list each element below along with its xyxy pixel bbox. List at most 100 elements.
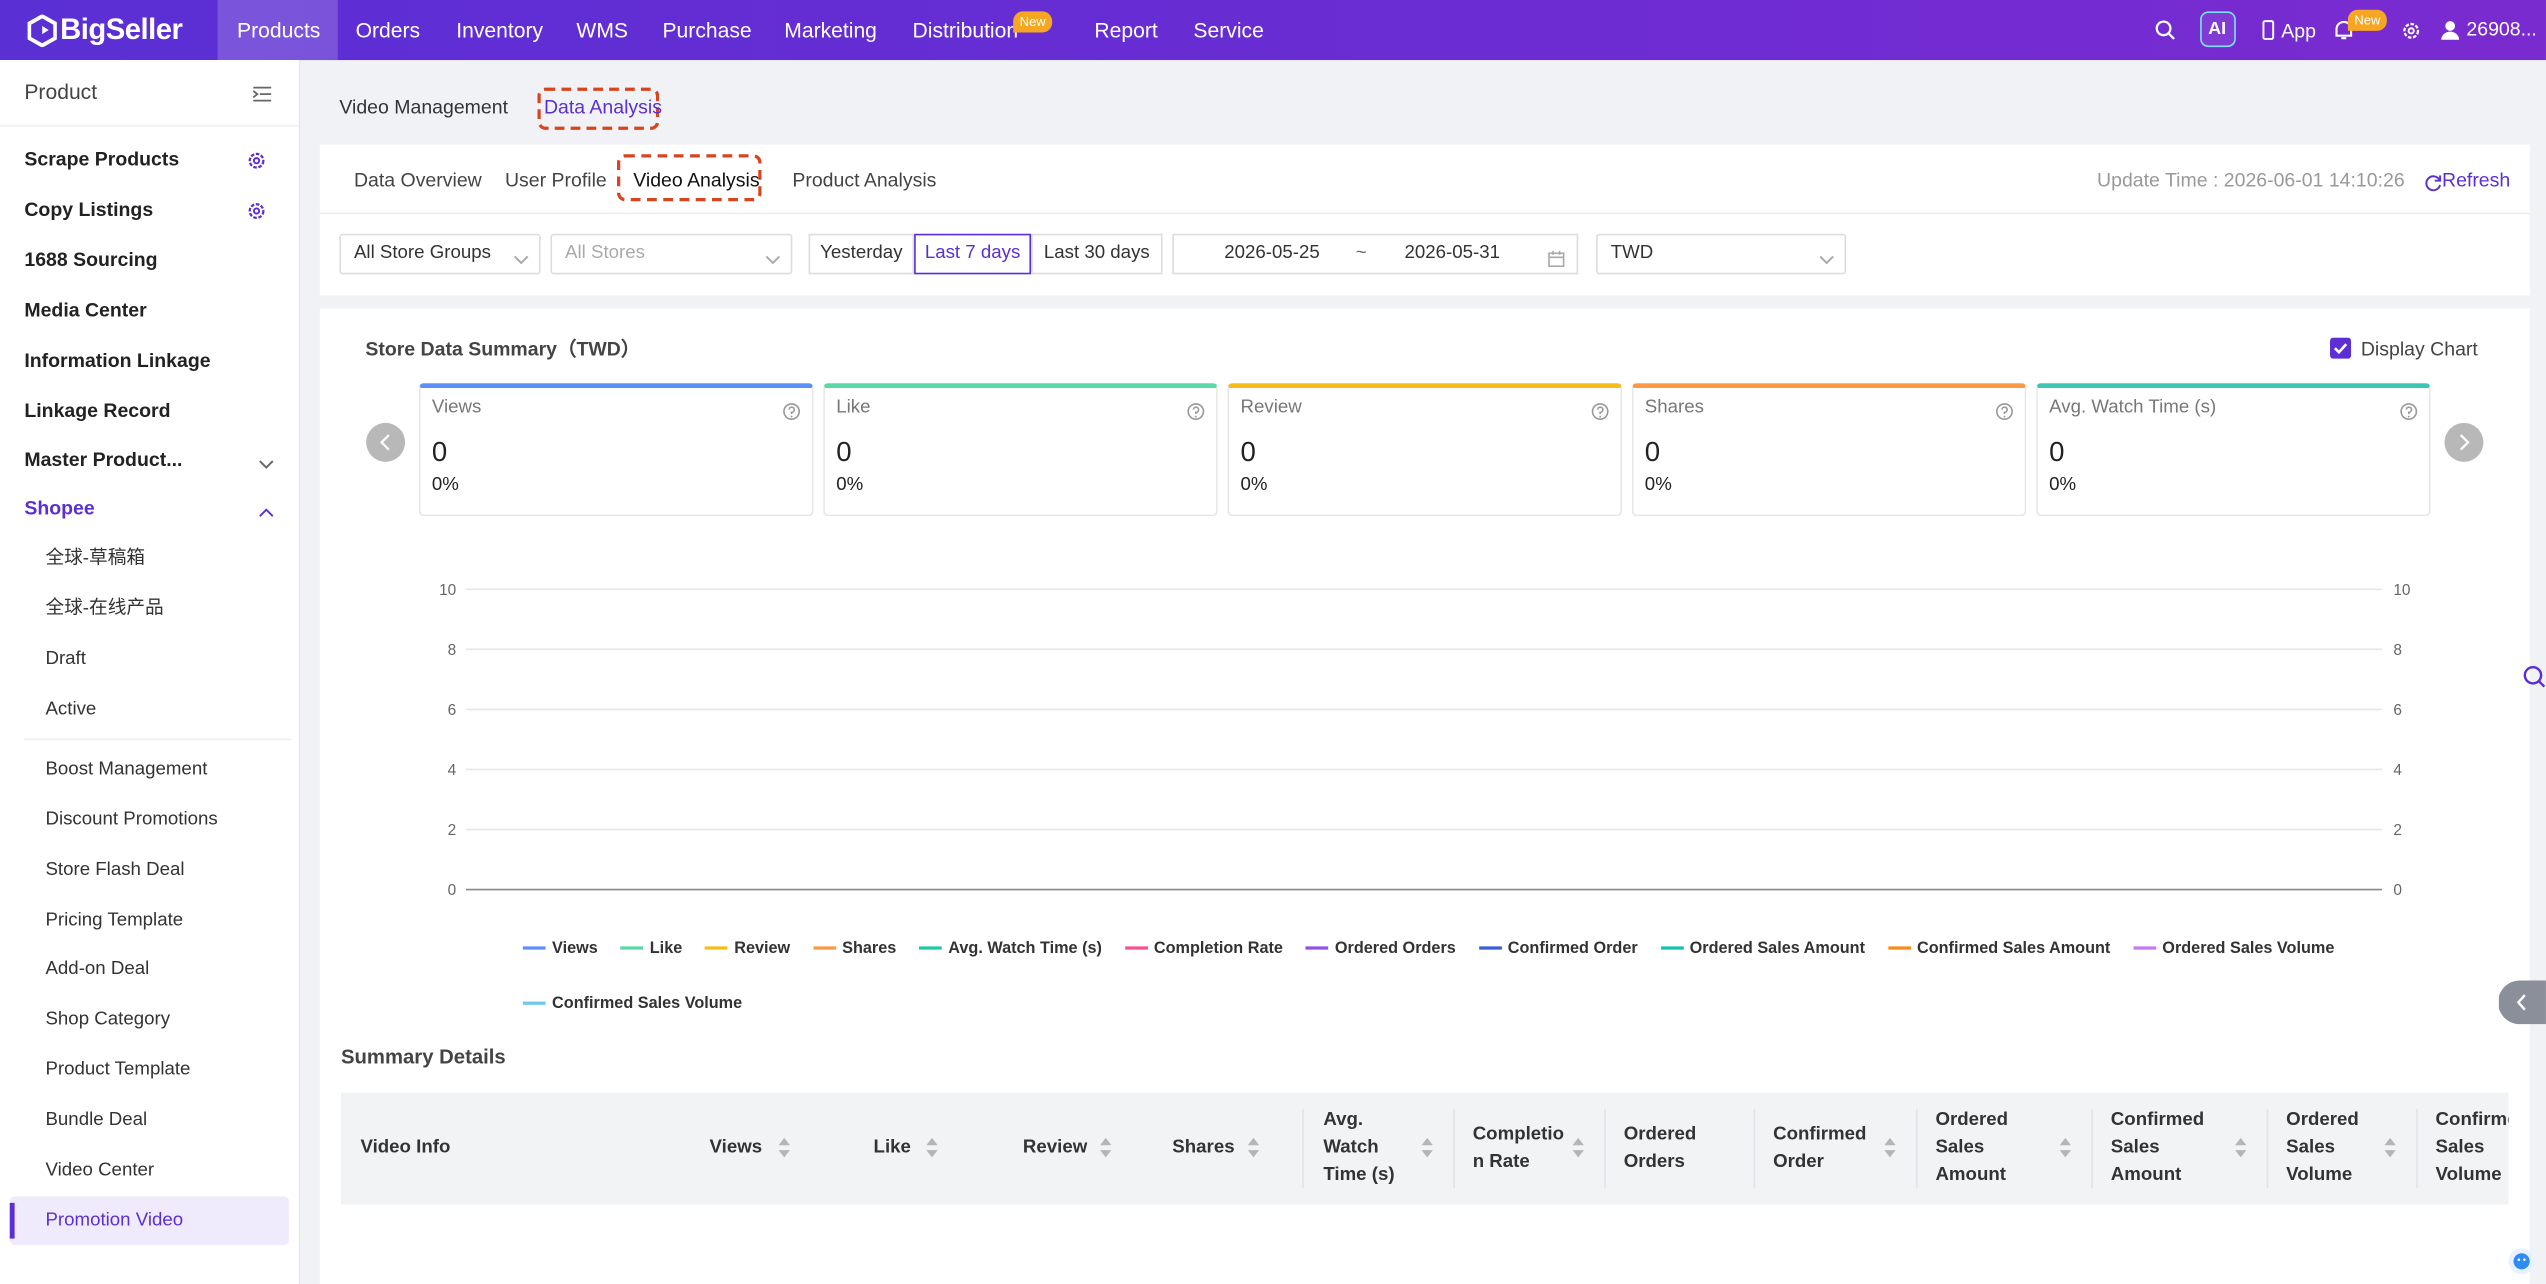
- nav-item[interactable]: Orders: [355, 17, 421, 43]
- sidebar-subitem[interactable]: Discount Promotions: [45, 809, 218, 830]
- floating-help[interactable]: [2507, 1247, 2536, 1276]
- sidebar-subitem[interactable]: Product Template: [45, 1060, 191, 1080]
- prev-arrow[interactable]: [365, 422, 406, 463]
- column-header[interactable]: Confirmed Order: [1773, 1124, 1867, 1172]
- legend-item[interactable]: Confirmed Sales Amount: [1887, 935, 2110, 961]
- page-tab[interactable]: Video Management: [339, 95, 508, 119]
- refresh-icon[interactable]: [2424, 170, 2442, 192]
- sidebar-subitem[interactable]: Boost Management: [45, 759, 208, 780]
- sidebar-subitem[interactable]: Draft: [45, 648, 86, 669]
- select[interactable]: All Stores: [550, 233, 793, 275]
- column-header[interactable]: Views: [709, 1137, 763, 1158]
- nav-item[interactable]: Report: [1094, 17, 1158, 43]
- next-arrow[interactable]: [2444, 422, 2485, 463]
- sort-icon[interactable]: [1883, 1136, 1896, 1159]
- sidebar-item[interactable]: Scrape Products: [24, 147, 180, 171]
- sidebar-subitem[interactable]: Video Center: [45, 1160, 155, 1180]
- sidebar-subitem[interactable]: Pricing Template: [45, 909, 184, 930]
- column-header[interactable]: Completion Rate: [1472, 1124, 1565, 1172]
- settings-icon[interactable]: [2401, 19, 2420, 39]
- sort-icon[interactable]: [1099, 1136, 1112, 1159]
- sort-icon-svg: [1421, 1137, 1433, 1158]
- sort-icon[interactable]: [778, 1136, 791, 1159]
- legend-item[interactable]: Completion Rate: [1124, 935, 1283, 961]
- nav-item[interactable]: Service: [1193, 17, 1264, 43]
- refresh-link[interactable]: Refresh: [2441, 168, 2511, 192]
- sort-icon[interactable]: [926, 1136, 939, 1159]
- nav-item[interactable]: Purchase: [662, 17, 752, 43]
- sidebar-subitem[interactable]: Bundle Deal: [45, 1110, 148, 1130]
- period-button[interactable]: Last 30 days: [1031, 233, 1163, 275]
- sidebar-subitem[interactable]: Active: [45, 699, 97, 719]
- analysis-tab[interactable]: User Profile: [504, 168, 607, 192]
- sidebar-subitem[interactable]: Promotion Video: [45, 1210, 184, 1230]
- sidebar-subitem[interactable]: Add-on Deal: [45, 960, 150, 980]
- legend-item[interactable]: Ordered Sales Volume: [2133, 935, 2334, 961]
- sidebar-section[interactable]: Shopee: [24, 496, 95, 520]
- app-link[interactable]: App: [2281, 19, 2316, 43]
- sidebar-subitem[interactable]: Shop Category: [45, 1010, 171, 1030]
- expand-icon[interactable]: [258, 452, 274, 470]
- item-settings[interactable]: [247, 199, 266, 219]
- period-button[interactable]: Yesterday: [808, 233, 915, 275]
- item-settings-svg: [248, 152, 265, 169]
- sidebar-subitem[interactable]: Store Flash Deal: [45, 859, 185, 880]
- column-header[interactable]: Ordered Sales Amount: [1935, 1110, 2009, 1186]
- analysis-tab[interactable]: Product Analysis: [792, 168, 937, 192]
- column-header[interactable]: Shares: [1172, 1137, 1235, 1158]
- page-tab-active[interactable]: Data Analysis: [543, 95, 662, 119]
- legend-item[interactable]: Avg. Watch Time (s): [919, 935, 1102, 961]
- legend-item[interactable]: Confirmed Order: [1478, 935, 1638, 961]
- sidebar-item[interactable]: Media Center: [24, 298, 147, 321]
- item-settings[interactable]: [247, 149, 266, 169]
- sidebar-item[interactable]: Copy Listings: [24, 197, 154, 221]
- legend-item[interactable]: Review: [704, 935, 790, 961]
- sidebar-item[interactable]: 1688 Sourcing: [24, 248, 158, 271]
- display-chart-checkbox[interactable]: [2330, 337, 2352, 359]
- sort-icon[interactable]: [2059, 1136, 2072, 1159]
- collapse-icon[interactable]: [252, 83, 273, 102]
- sidebar-subitem[interactable]: 全球-草稿箱: [45, 548, 146, 569]
- column-header[interactable]: Like: [873, 1137, 911, 1158]
- legend-item[interactable]: Shares: [812, 935, 896, 961]
- sidebar-item[interactable]: Master Product...: [24, 448, 183, 472]
- collapse-section[interactable]: [258, 500, 274, 517]
- legend-item[interactable]: Confirmed Sales Volume: [522, 990, 742, 1016]
- legend-item[interactable]: Views: [522, 935, 598, 961]
- search-icon[interactable]: [2155, 19, 2176, 40]
- sort-icon[interactable]: [2384, 1136, 2397, 1159]
- legend-item[interactable]: Ordered Orders: [1305, 935, 1456, 961]
- sidebar-subitem[interactable]: 全球-在线产品: [45, 598, 164, 619]
- column-header[interactable]: Avg. Watch Time (s): [1323, 1110, 1395, 1186]
- period-button[interactable]: Last 7 days: [914, 233, 1032, 275]
- nav-item[interactable]: Inventory: [456, 17, 544, 43]
- column-header[interactable]: Ordered Orders: [1623, 1124, 1697, 1172]
- sort-icon[interactable]: [1247, 1136, 1260, 1159]
- analysis-tab[interactable]: Data Overview: [353, 168, 482, 192]
- sidebar-item[interactable]: Linkage Record: [24, 398, 171, 422]
- sort-icon[interactable]: [2234, 1136, 2247, 1159]
- select[interactable]: TWD: [1596, 233, 1847, 275]
- column-header[interactable]: Confirmed Sales Volume: [2435, 1110, 2509, 1186]
- ai-button[interactable]: AI: [2200, 11, 2236, 48]
- nav-item[interactable]: WMS: [576, 17, 629, 43]
- floating-search[interactable]: [2520, 664, 2546, 690]
- sidebar-item[interactable]: Information Linkage: [24, 348, 211, 372]
- sort-icon[interactable]: [1572, 1136, 1585, 1159]
- column-header[interactable]: Review: [1022, 1137, 1088, 1158]
- metric-label: Like: [836, 397, 871, 418]
- help-icon-svg: [1996, 403, 2013, 420]
- nav-item[interactable]: Products: [237, 17, 321, 43]
- nav-item[interactable]: Marketing: [784, 17, 877, 43]
- user-name[interactable]: 26908...: [2466, 17, 2537, 41]
- legend-item[interactable]: Ordered Sales Amount: [1660, 935, 1865, 961]
- column-header[interactable]: Ordered Sales Volume: [2286, 1110, 2359, 1186]
- nav-item[interactable]: Distribution: [912, 17, 1019, 43]
- sort-icon[interactable]: [1421, 1136, 1434, 1159]
- select[interactable]: All Store Groups: [339, 233, 541, 275]
- analysis-tab[interactable]: Video Analysis: [633, 168, 760, 192]
- legend-item[interactable]: Like: [620, 935, 682, 961]
- date-range[interactable]: 2026-05-25 ~2026-05-31: [1172, 233, 1579, 275]
- floating-collapse[interactable]: [2498, 980, 2546, 1025]
- column-header[interactable]: Confirmed Sales Amount: [2110, 1110, 2205, 1186]
